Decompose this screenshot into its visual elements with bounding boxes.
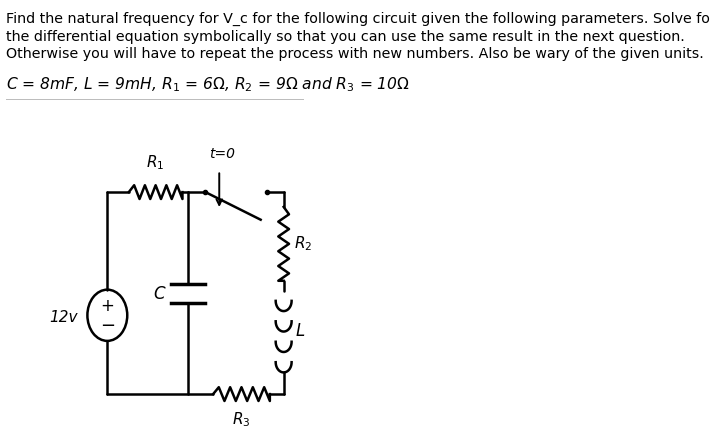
Text: 12v: 12v [50,310,78,325]
Text: −: − [100,317,115,335]
Text: C = 8mF, L = 9mH, R$_1$ = 6$\Omega$, R$_2$ = 9$\Omega$ and R$_3$ = 10$\Omega$: C = 8mF, L = 9mH, R$_1$ = 6$\Omega$, R$_… [6,75,410,94]
Text: R$_2$: R$_2$ [295,234,313,253]
Text: R$_3$: R$_3$ [232,410,251,429]
Text: Find the natural frequency for V_c for the following circuit given the following: Find the natural frequency for V_c for t… [6,12,710,26]
Text: R$_1$: R$_1$ [146,154,165,172]
Text: t=0: t=0 [209,146,235,161]
Text: +: + [100,297,114,315]
Text: the differential equation symbolically so that you can use the same result in th: the differential equation symbolically s… [6,29,685,44]
Text: C: C [153,285,165,302]
Text: Otherwise you will have to repeat the process with new numbers. Also be wary of : Otherwise you will have to repeat the pr… [6,47,704,61]
Text: L: L [296,322,305,340]
